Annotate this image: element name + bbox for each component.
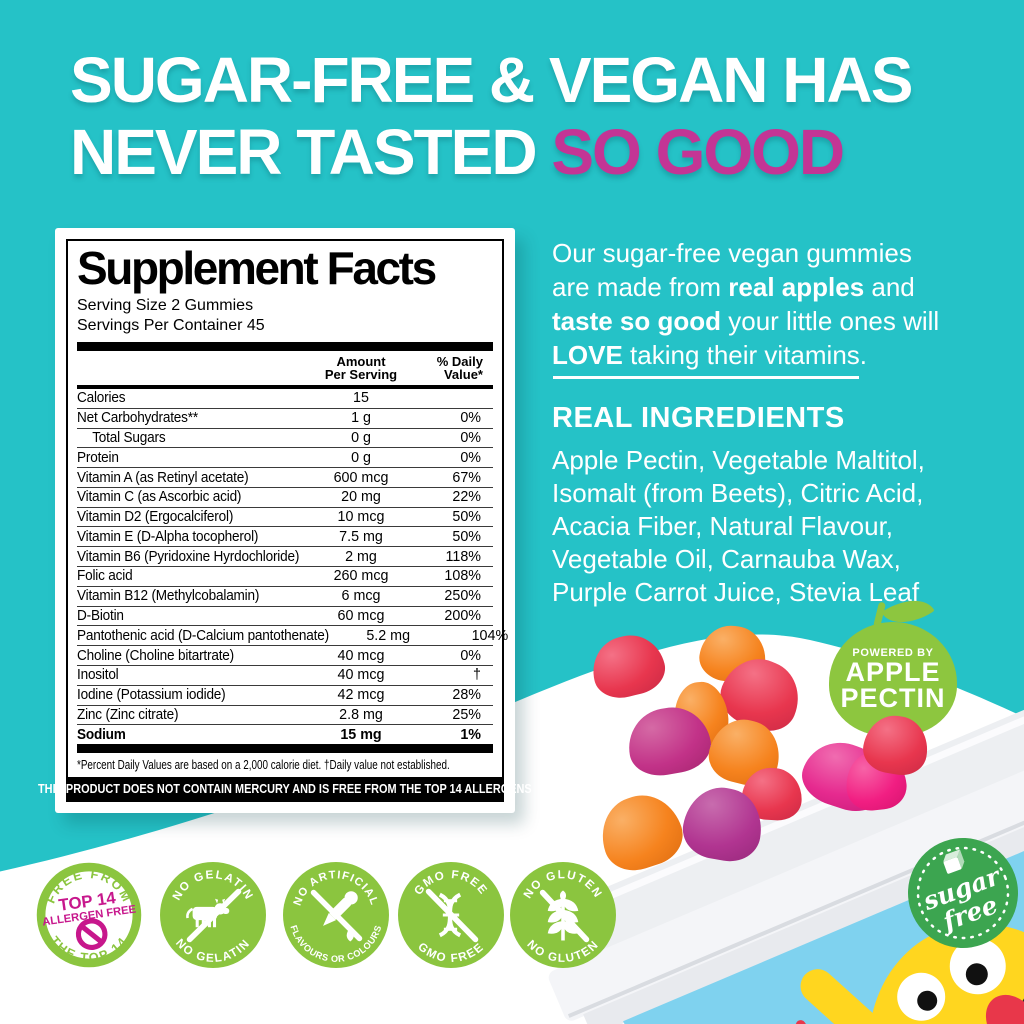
nutrient-row: Vitamin B12 (Methylcobalamin) 6 mcg 250% — [77, 587, 493, 607]
badge-gmo-free: GMO FREE GMO FREE — [398, 862, 504, 968]
allergen-banner: THIS PRODUCT DOES NOT CONTAIN MERCURY AN… — [38, 777, 532, 800]
jar-label — [623, 777, 1024, 1024]
nutrient-row: Vitamin A (as Retinyl acetate) 600 mcg 67% — [77, 468, 493, 488]
supplement-facts-title: Supplement Facts — [77, 242, 437, 294]
nutrient-row: Zinc (Zinc citrate) 2.8 mg 25% — [77, 706, 493, 726]
yellow-monster — [800, 923, 1024, 1024]
hero-line2: NEVER TASTED SO GOOD — [70, 116, 845, 188]
nutrient-row: Calories 15 — [77, 389, 493, 409]
slash-icon — [186, 888, 242, 943]
nutrition-table: Calories 15 Net Carbohydrates** 1 g 0% Total … — [77, 389, 508, 744]
badge-allergen-free: FREE FROM THE TOP 14 TOP 14 ALLERGEN FRE… — [36, 862, 142, 968]
serving-size: Serving Size 2 Gummies — [77, 297, 254, 314]
nutrient-row: Choline (Choline bitartrate) 40 mcg 0% — [77, 646, 493, 666]
nutrient-row: Iodine (Potassium iodide) 42 mcg 28% — [77, 686, 493, 706]
nutrient-row: Folic acid 260 mcg 108% — [77, 567, 493, 587]
intro-paragraph: Our sugar-free vegan gummies are made fro… — [552, 238, 940, 370]
nutrient-row: Protein 0 g 0% — [77, 448, 493, 469]
hero-accent: SO GOOD — [551, 116, 845, 188]
nutrient-row: Vitamin D2 (Ergocalciferol) 10 mcg 50% — [77, 508, 493, 528]
ingredients-section: REAL INGREDIENTS Apple Pectin, Vegetable… — [552, 402, 1000, 609]
badge-no-gluten: NO GLUTEN NO GLUTEN — [510, 862, 616, 968]
servings-per-container: Servings Per Container 45 — [77, 317, 265, 334]
slash-icon — [539, 889, 590, 943]
nutrient-row: D-Biotin 60 mcg 200% — [77, 607, 493, 627]
slash-icon — [425, 888, 479, 943]
nutrient-row: Total Sugars 0 g 0% — [77, 429, 493, 449]
nutrient-row: Vitamin E (D-Alpha tocopherol) 7.5 mg 50% — [77, 527, 493, 548]
section-divider — [553, 376, 859, 379]
daily-value-footnote: *Percent Daily Values are based on a 2,0… — [77, 757, 450, 773]
nutrient-row: Pantothenic acid (D-Calcium pantothenate… — [77, 626, 508, 647]
sugar-free-badge: sugar free — [908, 838, 1018, 948]
nutrient-row: Inositol 40 mcg † — [77, 666, 493, 686]
slash-icon — [310, 889, 363, 942]
nutrient-row: Vitamin B6 (Pyridoxine Hyrdochloride) 2 m… — [77, 547, 493, 568]
divider-bar — [77, 342, 493, 351]
ingredients-list: Apple Pectin, Vegetable Maltitol, Isomalt… — [552, 445, 925, 607]
nutrient-row: Sodium 15 mg 1% — [77, 726, 481, 743]
ingredients-heading: REAL INGREDIENTS — [552, 402, 845, 434]
hero-headline: SUGAR-FREE & VEGAN HAS NEVER TASTED SO G… — [70, 44, 1000, 188]
nutrient-row: Net Carbohydrates** 1 g 0% — [77, 409, 493, 429]
supplement-facts-card: Supplement Facts Serving Size 2 Gummies … — [38, 228, 532, 813]
divider-bar — [77, 744, 493, 754]
hero-line1: SUGAR-FREE & VEGAN HAS — [70, 44, 913, 116]
nutrient-row: Vitamin C (as Ascorbic acid) 20 mg 22% — [77, 488, 493, 508]
badge-no-gelatin: NO GELATIN NO GELATIN — [160, 862, 266, 968]
nutrition-column-headers: Amount Per Serving % Daily Value* — [77, 351, 493, 389]
sugar-cube-icon — [943, 849, 965, 874]
no-symbol-icon — [75, 918, 108, 950]
badge-no-artificial: NO ARTIFICIAL FLAVOURS OR COLOURS — [283, 862, 389, 968]
